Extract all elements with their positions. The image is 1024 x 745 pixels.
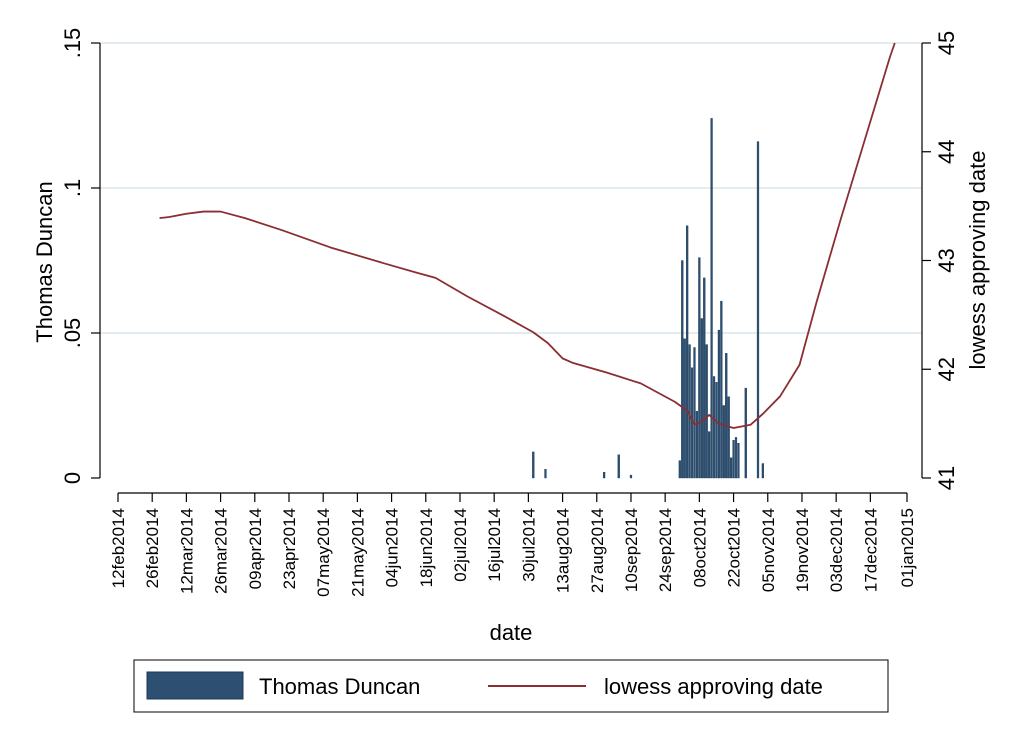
bar <box>720 300 723 479</box>
x-tick-label: 12feb2014 <box>109 508 128 588</box>
axes: 0 .05 .1 .15 41 42 43 44 45 12feb2014 26feb2014 12m… <box>60 28 959 597</box>
x-tick-label: 27aug2014 <box>588 508 607 593</box>
line-series-lowess <box>159 42 896 429</box>
bar <box>688 344 691 479</box>
legend-label-line: lowess approving date <box>604 674 823 699</box>
x-tick-label: 08oct2014 <box>690 508 709 587</box>
x-tick-label: 12mar2014 <box>177 508 196 594</box>
bar <box>722 405 725 479</box>
x-tick-label: 03dec2014 <box>827 508 846 592</box>
bar <box>717 329 721 479</box>
x-tick-label: 13aug2014 <box>554 508 573 593</box>
bar <box>698 257 701 479</box>
x-tick-label: 07may2014 <box>314 508 333 597</box>
bar <box>725 353 728 479</box>
bar <box>617 454 620 479</box>
y-right-tick-label: 43 <box>934 248 959 272</box>
y-left-tick-label: .15 <box>60 28 85 59</box>
bar <box>744 387 747 479</box>
x-tick-label: 23apr2014 <box>280 508 299 589</box>
bar <box>710 118 713 479</box>
bar <box>730 457 733 479</box>
y-left-tick-label: .1 <box>60 179 85 197</box>
x-tick-label: 19nov2014 <box>793 508 812 592</box>
bar <box>737 443 740 479</box>
gridlines <box>100 42 922 334</box>
bar <box>703 277 706 479</box>
x-axis-title: date <box>490 620 533 645</box>
lowess-line <box>159 42 896 429</box>
x-tick-label: 30jul2014 <box>519 508 538 582</box>
x-tick-label: 04jun2014 <box>383 508 402 587</box>
y-right-tick-label: 42 <box>934 357 959 381</box>
bar <box>708 431 711 479</box>
bar <box>629 474 633 479</box>
x-tick-label: 05nov2014 <box>759 508 778 592</box>
x-tick-label: 17dec2014 <box>861 508 880 592</box>
bar <box>686 225 689 479</box>
bar <box>712 376 716 479</box>
x-tick-label: 22oct2014 <box>725 508 744 587</box>
x-tick-label: 21may2014 <box>348 508 367 597</box>
y-right-tick-label: 41 <box>934 466 959 490</box>
y-left-tick-label: 0 <box>60 472 85 484</box>
x-tick-label: 02jul2014 <box>451 508 470 582</box>
bar <box>678 460 681 479</box>
legend-label-bar: Thomas Duncan <box>259 674 420 699</box>
bar <box>756 141 760 479</box>
bar <box>544 469 547 479</box>
y-right-tick-label: 45 <box>934 31 959 55</box>
bar <box>602 472 606 479</box>
bar <box>695 411 699 479</box>
x-tick-label: 01jan2015 <box>898 508 917 587</box>
bar <box>705 344 708 479</box>
x-tick-label: 26mar2014 <box>212 508 231 594</box>
y-right-tick-label: 44 <box>934 140 959 164</box>
legend-swatch-bar <box>146 671 244 700</box>
bar-series-thomas-duncan <box>532 118 764 479</box>
bar <box>693 347 696 479</box>
x-tick-label: 10sep2014 <box>622 508 641 592</box>
bar <box>732 440 735 479</box>
bar <box>727 396 730 479</box>
x-tick-label: 18jun2014 <box>417 508 436 587</box>
y-axis-right-title: lowess approving date <box>965 151 990 370</box>
bar <box>761 463 764 479</box>
bar <box>734 437 738 479</box>
bar <box>700 318 703 479</box>
bar <box>715 382 718 479</box>
x-tick-label: 16jul2014 <box>485 508 504 582</box>
legend: Thomas Duncan lowess approving date <box>133 659 889 713</box>
x-tick-label: 09apr2014 <box>246 508 265 589</box>
bar <box>681 260 684 479</box>
y-left-tick-label: .05 <box>60 318 85 349</box>
x-tick-label: 24sep2014 <box>656 508 675 592</box>
y-axis-left-title: Thomas Duncan <box>32 181 57 342</box>
bar <box>532 451 535 479</box>
x-tick-label: 26feb2014 <box>143 508 162 588</box>
